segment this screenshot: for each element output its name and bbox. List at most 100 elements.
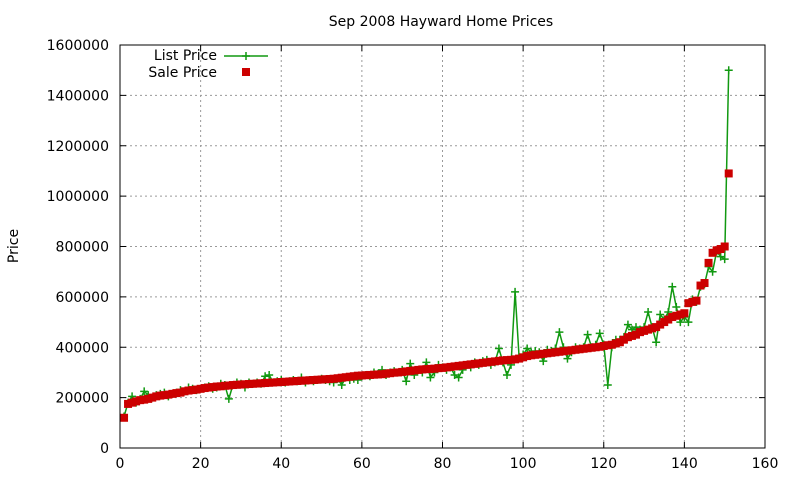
sale-price-point bbox=[281, 377, 290, 386]
sale-price-point bbox=[672, 311, 681, 320]
sale-price-point bbox=[378, 370, 387, 379]
sale-price-point bbox=[208, 383, 217, 392]
y-tick-label: 1600000 bbox=[47, 38, 109, 54]
sale-price-point bbox=[172, 389, 181, 398]
list-price-point bbox=[511, 287, 520, 296]
sale-price-point bbox=[164, 390, 173, 399]
sale-price-point bbox=[575, 345, 584, 354]
sale-price-point bbox=[434, 364, 443, 373]
sale-price-point bbox=[458, 361, 467, 370]
sale-price-point bbox=[442, 363, 451, 372]
sale-price-point bbox=[160, 391, 169, 400]
sale-price-point bbox=[720, 242, 729, 251]
list-price-point bbox=[450, 370, 459, 379]
sale-price-point bbox=[200, 384, 209, 393]
list-price-point bbox=[652, 338, 661, 347]
list-price-point bbox=[406, 359, 415, 368]
sale-price-point bbox=[265, 378, 274, 387]
list-price-point bbox=[454, 373, 463, 382]
sale-price-point bbox=[680, 309, 689, 318]
sale-price-point bbox=[648, 324, 657, 333]
sale-price-point bbox=[462, 360, 471, 369]
sale-price-point bbox=[285, 377, 294, 386]
list-price-point bbox=[402, 377, 411, 386]
list-price-point bbox=[503, 370, 511, 379]
plot-area bbox=[120, 66, 733, 422]
sale-price-point bbox=[236, 380, 245, 389]
list-price-point bbox=[664, 307, 673, 316]
sale-price-point bbox=[676, 310, 685, 319]
sale-price-point bbox=[345, 372, 354, 381]
sale-price-point bbox=[688, 297, 697, 306]
list-price-point bbox=[668, 282, 677, 291]
sale-price-point bbox=[515, 354, 524, 363]
sale-price-point bbox=[289, 377, 298, 386]
sale-price-point bbox=[128, 398, 137, 407]
sale-price-point bbox=[579, 344, 588, 353]
sale-price-point bbox=[644, 325, 653, 334]
sale-price-point bbox=[361, 371, 370, 380]
sale-price-point bbox=[482, 358, 491, 367]
sale-price-point bbox=[531, 350, 540, 359]
list-price-point bbox=[672, 302, 681, 311]
x-tick-label: 80 bbox=[434, 456, 452, 472]
sale-price-point bbox=[325, 374, 334, 383]
chart-title: Sep 2008 Hayward Home Prices bbox=[329, 14, 553, 30]
sale-price-point bbox=[640, 326, 649, 335]
sale-price-point bbox=[353, 371, 362, 380]
sale-price-point bbox=[474, 359, 483, 368]
y-tick-label: 1400000 bbox=[47, 88, 109, 104]
list-price-point bbox=[724, 66, 733, 75]
y-tick-label: 600000 bbox=[56, 290, 109, 306]
sale-price-point bbox=[152, 392, 161, 401]
list-price-point bbox=[426, 373, 435, 382]
sale-price-point bbox=[636, 328, 645, 337]
list-price-point bbox=[265, 370, 274, 379]
sale-price-point bbox=[349, 372, 358, 381]
sale-price-point bbox=[293, 377, 302, 386]
sale-price-point bbox=[430, 364, 439, 373]
sale-price-point bbox=[398, 367, 407, 376]
sale-price-point bbox=[212, 382, 221, 391]
sale-price-point bbox=[394, 368, 403, 377]
sale-price-point bbox=[696, 281, 705, 290]
sale-price-point bbox=[426, 364, 435, 373]
list-price-point bbox=[720, 255, 729, 264]
sale-price-point bbox=[607, 340, 616, 349]
sale-price-point bbox=[369, 370, 378, 379]
sale-price-point bbox=[478, 358, 487, 367]
sale-price-point bbox=[390, 368, 399, 377]
sale-price-point bbox=[132, 397, 141, 406]
sale-price-point bbox=[204, 383, 213, 392]
sale-price-point bbox=[664, 315, 673, 324]
sale-price-point bbox=[124, 399, 133, 408]
sale-price-point bbox=[551, 348, 560, 357]
sale-price-point bbox=[422, 365, 431, 374]
sale-price-point bbox=[224, 381, 233, 390]
sale-price-point bbox=[240, 380, 249, 389]
sale-price-point bbox=[144, 394, 153, 403]
sale-price-point bbox=[535, 350, 544, 359]
sale-price-point bbox=[297, 376, 306, 385]
sale-price-point bbox=[563, 346, 572, 355]
sale-price-point bbox=[309, 375, 318, 384]
list-price-point bbox=[595, 329, 604, 338]
sale-price-point bbox=[539, 349, 548, 358]
sale-price-point bbox=[692, 296, 701, 305]
sale-price-point bbox=[249, 379, 258, 388]
y-tick-label: 0 bbox=[100, 441, 109, 457]
sale-price-point bbox=[603, 341, 612, 350]
list-price-point bbox=[623, 320, 632, 329]
legend-list-price-marker bbox=[242, 52, 250, 60]
sale-price-point bbox=[406, 366, 415, 375]
sale-price-point bbox=[313, 375, 322, 384]
sale-price-point bbox=[619, 335, 628, 344]
list-price-point bbox=[337, 381, 346, 390]
sale-price-point bbox=[595, 342, 604, 351]
sale-price-point bbox=[684, 299, 693, 308]
sale-price-point bbox=[716, 245, 725, 254]
sale-price-point bbox=[305, 376, 314, 385]
x-tick-label: 40 bbox=[272, 456, 290, 472]
y-tick-label: 1200000 bbox=[47, 139, 109, 155]
